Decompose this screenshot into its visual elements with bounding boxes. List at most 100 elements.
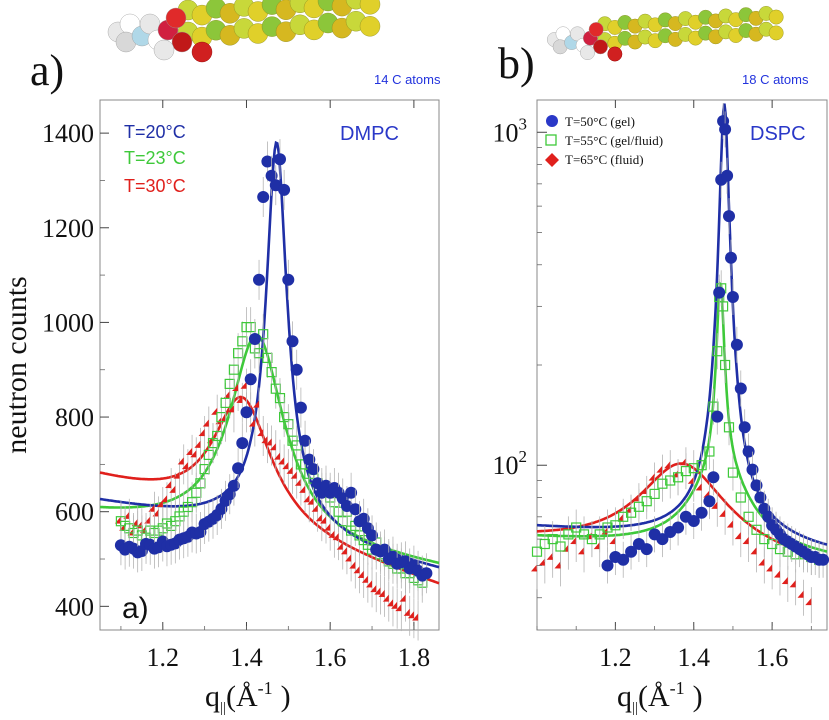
legend-b-entry-0: T=50°C (gel) — [565, 114, 635, 129]
data-point-b-2-29 — [758, 558, 765, 566]
fit-curve-b-0 — [537, 103, 828, 546]
x-axis-label-a-main: q — [205, 680, 220, 713]
data-point-b-0-26 — [738, 421, 751, 434]
data-point-b-1-12 — [625, 507, 637, 518]
legend-b-marker-1 — [545, 134, 557, 146]
data-point-a-0-56 — [349, 503, 362, 516]
molB-head-atom — [588, 22, 604, 37]
data-point-b-1-28 — [719, 359, 731, 371]
data-point-b-1-20 — [688, 463, 699, 474]
data-point-a-2-17 — [186, 447, 193, 455]
data-point-b-2-15 — [648, 473, 655, 481]
fit-curves-b — [537, 103, 828, 561]
data-point-b-1-14 — [641, 496, 652, 507]
data-point-b-0-28 — [746, 463, 759, 476]
data-point-a-0-31 — [244, 373, 257, 386]
sample-name-a: DMPC — [340, 123, 399, 145]
legend-a-entry-2: T=30°C — [124, 176, 186, 196]
data-point-b-2-10 — [609, 537, 616, 545]
legend-b-entry-2: T=65°C (fluid) — [565, 152, 644, 167]
x-axis-label-b-unit: (Å — [638, 680, 670, 713]
axes-a: 1.2 1.4 1.6 1.8 400 600 800 1000 1200 1400 — [42, 100, 430, 672]
data-point-b-0-7 — [656, 533, 669, 546]
data-point-a-0-60 — [366, 529, 378, 542]
data-point-a-2-44 — [299, 485, 306, 493]
data-point-b-2-17 — [664, 461, 671, 469]
legend-a: T=20°C T=23°C T=30°C — [124, 122, 186, 196]
data-point-a-2-66 — [391, 601, 398, 609]
data-point-a-2-64 — [382, 594, 389, 602]
data-point-b-2-21 — [695, 483, 702, 491]
data-point-a-2-10 — [156, 500, 163, 508]
data-point-b-2-30 — [766, 564, 773, 572]
data-point-a-0-27 — [227, 479, 240, 492]
data-point-a-2-54 — [340, 547, 347, 555]
data-point-b-2-33 — [789, 580, 796, 588]
data-point-b-2-8 — [593, 542, 600, 550]
data-point-b-0-15 — [711, 410, 724, 423]
molecule-caption-a: 14 C atoms — [374, 72, 441, 87]
data-point-a-0-40 — [282, 273, 295, 286]
data-point-a-2-49 — [320, 516, 327, 524]
data-point-a-2-23 — [211, 407, 218, 415]
data-point-a-2-33 — [253, 400, 260, 408]
data-point-b-0-3 — [625, 545, 638, 558]
data-point-b-1-24 — [712, 346, 723, 357]
data-point-b-2-19 — [679, 458, 686, 466]
x-tick-label-b-0: 1.2 — [599, 643, 632, 672]
y-tick-label-b-1: 103 — [493, 114, 528, 147]
data-point-a-0-36 — [265, 169, 278, 182]
data-point-a-2-16 — [181, 462, 188, 470]
data-point-a-0-35 — [261, 155, 274, 168]
y-tick-label-a-1: 600 — [55, 498, 94, 527]
panel-b-label: b) — [498, 39, 535, 88]
data-point-a-0-33 — [253, 273, 265, 286]
data-point-a-2-41 — [286, 466, 293, 474]
data-point-b-1-2 — [547, 533, 558, 545]
legend-a-entry-0: T=20°C — [124, 122, 186, 142]
data-point-b-1-15 — [649, 488, 660, 499]
data-point-a-2-67 — [395, 604, 402, 612]
data-point-b-2-35 — [805, 598, 812, 606]
molB-oxygen-atom — [607, 46, 623, 62]
data-point-a-0-42 — [290, 363, 303, 376]
data-point-a-2-45 — [303, 495, 310, 503]
data-point-a-0-46 — [307, 463, 320, 476]
data-point-a-2-8 — [148, 504, 155, 512]
fit-curves-a — [99, 140, 440, 585]
data-point-a-2-61 — [370, 585, 377, 593]
data-point-b-0-9 — [672, 521, 685, 534]
data-point-a-0-38 — [274, 153, 286, 166]
data-point-a-2-52 — [332, 533, 339, 541]
y-tick-label-a-4: 1200 — [42, 214, 94, 243]
data-point-a-2-63 — [378, 589, 385, 597]
data-point-a-2-69 — [403, 608, 410, 616]
data-point-b-2-34 — [797, 590, 804, 598]
data-point-b-0-0 — [601, 559, 614, 572]
data-point-a-0-63 — [378, 543, 391, 556]
plot-frame-a — [99, 99, 440, 631]
axes-b: 1.2 1.4 1.6 102 103 — [493, 100, 812, 672]
data-point-a-2-65 — [387, 599, 394, 607]
sample-name-b: DSPC — [750, 123, 806, 145]
data-point-a-2-59 — [361, 575, 368, 583]
data-point-a-2-51 — [328, 530, 335, 538]
x-tick-label-b-2: 1.6 — [756, 643, 789, 672]
data-point-a-2-46 — [307, 497, 314, 505]
legend-a-entry-1: T=23°C — [124, 148, 186, 168]
data-point-b-2-14 — [640, 486, 647, 494]
data-point-b-0-13 — [703, 495, 716, 508]
data-point-b-1-21 — [696, 460, 707, 471]
data-point-b-1-17 — [665, 475, 676, 486]
legend-b-marker-0 — [546, 115, 558, 127]
data-point-b-0-23 — [726, 291, 739, 303]
data-point-b-2-25 — [726, 520, 733, 528]
data-point-b-0-16 — [713, 286, 726, 299]
molecule-caption-b: 18 C atoms — [742, 72, 809, 87]
data-point-b-2-6 — [578, 547, 585, 555]
x-axis-label-b-main: q — [617, 680, 632, 713]
legend-b-marker-2 — [545, 153, 559, 167]
data-point-a-2-39 — [278, 457, 285, 465]
data-point-b-2-32 — [781, 577, 788, 585]
data-point-a-2-14 — [173, 471, 180, 479]
